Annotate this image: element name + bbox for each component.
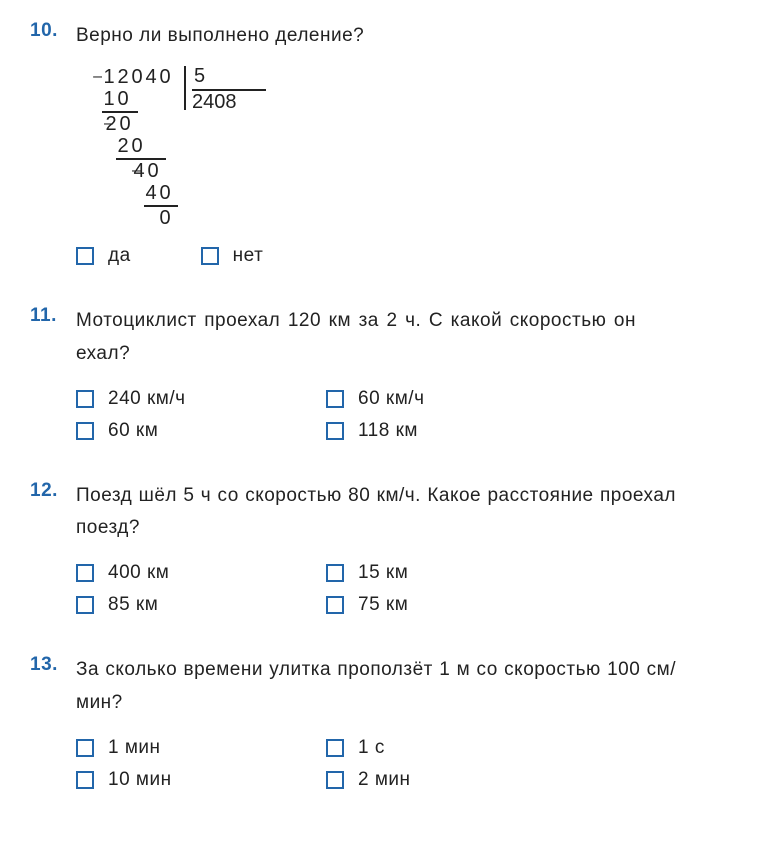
option[interactable]: 10 мин bbox=[76, 769, 326, 791]
option[interactable]: 2 мин bbox=[326, 769, 576, 791]
option-label: 60 км/ч bbox=[358, 388, 424, 410]
option-label: 1 с bbox=[358, 737, 385, 759]
option[interactable]: 60 км bbox=[76, 420, 326, 442]
options-grid: 400 км 15 км 85 км 75 км bbox=[76, 562, 738, 616]
checkbox-icon[interactable] bbox=[76, 564, 94, 582]
division-quotient: 2408 bbox=[192, 91, 266, 113]
option-label: 10 мин bbox=[108, 769, 172, 791]
option[interactable]: 85 км bbox=[76, 594, 326, 616]
problem-12: 12. Поезд шёл 5 ч со скоростью 80 км/ч. … bbox=[30, 480, 738, 617]
checkbox-icon[interactable] bbox=[326, 771, 344, 789]
option-yes[interactable]: да bbox=[76, 245, 131, 267]
option-label: нет bbox=[233, 245, 264, 267]
page: 10. Верно ли выполнено деление? – 1 2 0 … bbox=[0, 0, 768, 831]
option[interactable]: 240 км/ч bbox=[76, 388, 326, 410]
option-label: 85 км bbox=[108, 594, 158, 616]
option-no[interactable]: нет bbox=[201, 245, 264, 267]
checkbox-icon[interactable] bbox=[326, 564, 344, 582]
checkbox-icon[interactable] bbox=[76, 771, 94, 789]
problem-11: 11. Мотоциклист проехал 120 км за 2 ч. С… bbox=[30, 305, 738, 442]
option-label: 400 км bbox=[108, 562, 169, 584]
division-divisor: 5 bbox=[192, 66, 266, 91]
options-grid: 1 мин 1 с 10 мин 2 мин bbox=[76, 737, 738, 791]
checkbox-icon[interactable] bbox=[326, 739, 344, 757]
problem-number: 10. bbox=[30, 20, 76, 42]
checkbox-icon[interactable] bbox=[76, 596, 94, 614]
option[interactable]: 15 км bbox=[326, 562, 576, 584]
problem-question: Верно ли выполнено деление? bbox=[76, 20, 364, 52]
option-label: 1 мин bbox=[108, 737, 161, 759]
option-label: 60 км bbox=[108, 420, 158, 442]
problem-question: За сколько времени улитка проползёт 1 м … bbox=[76, 654, 676, 719]
option[interactable]: 118 км bbox=[326, 420, 576, 442]
option[interactable]: 400 км bbox=[76, 562, 326, 584]
option[interactable]: 1 мин bbox=[76, 737, 326, 759]
checkbox-icon[interactable] bbox=[326, 422, 344, 440]
problem-number: 11. bbox=[30, 305, 76, 327]
checkbox-icon[interactable] bbox=[201, 247, 219, 265]
minus-sign: – bbox=[90, 69, 102, 86]
problem-number: 12. bbox=[30, 480, 76, 502]
option-label: 118 км bbox=[358, 420, 418, 442]
option[interactable]: 60 км/ч bbox=[326, 388, 576, 410]
problem-10: 10. Верно ли выполнено деление? – 1 2 0 … bbox=[30, 20, 738, 267]
yes-no-options: да нет bbox=[76, 245, 738, 267]
option-label: 75 км bbox=[358, 594, 408, 616]
problem-number: 13. bbox=[30, 654, 76, 676]
checkbox-icon[interactable] bbox=[326, 390, 344, 408]
option-label: 15 км bbox=[358, 562, 408, 584]
checkbox-icon[interactable] bbox=[76, 422, 94, 440]
option-label: да bbox=[108, 245, 131, 267]
problem-13: 13. За сколько времени улитка проползёт … bbox=[30, 654, 738, 791]
checkbox-icon[interactable] bbox=[76, 247, 94, 265]
problem-question: Поезд шёл 5 ч со скоростью 80 км/ч. Како… bbox=[76, 480, 676, 545]
option[interactable]: 75 км bbox=[326, 594, 576, 616]
problem-question: Мотоциклист проехал 120 км за 2 ч. С как… bbox=[76, 305, 636, 370]
checkbox-icon[interactable] bbox=[326, 596, 344, 614]
checkbox-icon[interactable] bbox=[76, 390, 94, 408]
checkbox-icon[interactable] bbox=[76, 739, 94, 757]
option[interactable]: 1 с bbox=[326, 737, 576, 759]
options-grid: 240 км/ч 60 км/ч 60 км 118 км bbox=[76, 388, 738, 442]
option-label: 2 мин bbox=[358, 769, 411, 791]
long-division-diagram: – 1 2 0 4 0 1 0 bbox=[90, 66, 738, 229]
option-label: 240 км/ч bbox=[108, 388, 186, 410]
